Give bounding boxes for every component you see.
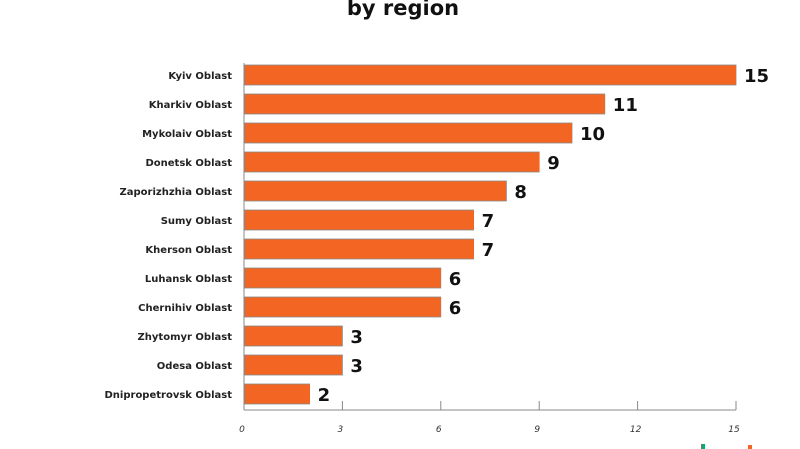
- bar: [243, 325, 343, 347]
- value-label: 6: [449, 298, 462, 319]
- value-label: 8: [514, 182, 527, 203]
- category-label: Donetsk Oblast: [145, 158, 232, 169]
- value-label: 11: [613, 95, 638, 116]
- value-label: 9: [547, 153, 560, 174]
- value-label: 15: [744, 66, 769, 87]
- x-tick-label: 9: [534, 425, 540, 435]
- x-tick-label: 6: [436, 425, 442, 435]
- value-label: 7: [482, 211, 495, 232]
- value-label: 3: [350, 356, 363, 377]
- legend-marker: [748, 445, 752, 449]
- bar: [243, 354, 343, 376]
- bar: [243, 383, 310, 405]
- category-label: Chernihiv Oblast: [138, 303, 232, 314]
- category-label: Zhytomyr Oblast: [138, 332, 233, 343]
- category-label: Kyiv Oblast: [168, 71, 232, 82]
- value-label: 3: [350, 327, 363, 348]
- category-label: Odesa Oblast: [157, 361, 232, 372]
- bar: [243, 93, 606, 115]
- bar: [243, 238, 475, 260]
- bar: [243, 296, 442, 318]
- x-tick-label: 12: [630, 425, 642, 435]
- category-label: Kherson Oblast: [145, 245, 232, 256]
- value-label: 10: [580, 124, 605, 145]
- x-tick-label: 3: [338, 425, 344, 435]
- value-label: 6: [449, 269, 462, 290]
- bar: [243, 267, 442, 289]
- category-label: Sumy Oblast: [161, 216, 233, 227]
- bar: [243, 151, 540, 173]
- category-label: Mykolaiv Oblast: [142, 129, 232, 140]
- value-label: 7: [482, 240, 495, 261]
- value-label: 2: [318, 385, 331, 406]
- category-label: Kharkiv Oblast: [149, 100, 232, 111]
- bar: [243, 64, 737, 86]
- bar: [243, 180, 507, 202]
- category-label: Luhansk Oblast: [145, 274, 232, 285]
- legend-marker: [701, 444, 705, 449]
- category-label: Dnipropetrovsk Oblast: [105, 390, 233, 401]
- x-tick-label: 0: [239, 425, 245, 435]
- category-label: Zaporizhzhia Oblast: [120, 187, 233, 198]
- x-tick-label: 15: [728, 425, 740, 435]
- bar: [243, 122, 573, 144]
- chart-title: by region: [346, 0, 460, 20]
- bar: [243, 209, 475, 231]
